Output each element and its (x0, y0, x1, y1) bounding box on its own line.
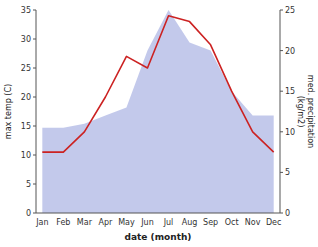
plot-area (42, 10, 273, 213)
precip-area (42, 10, 273, 213)
y-tick-label: 25 (21, 64, 31, 73)
x-tick-label: Jun (140, 218, 154, 227)
y-tick (33, 97, 36, 98)
x-tick-label: Aug (182, 218, 198, 227)
y2-tick-label: 15 (285, 87, 295, 96)
y-axis-label: max temp (C) (4, 84, 13, 139)
y2-tick-label: 20 (285, 47, 295, 56)
y-tick (33, 126, 36, 127)
chart: 0 5 10 15 20 25 30 35 0 5 10 15 20 25 Jan Feb Mar Apr May J… (0, 0, 318, 247)
x-tick-label: Jan (35, 218, 48, 227)
y-tick (33, 213, 36, 214)
y-tick (33, 155, 36, 156)
y2-tick (280, 10, 283, 11)
y2-tick (280, 50, 283, 51)
y-tick-label: 20 (21, 93, 31, 102)
y2-tick-label: 10 (285, 128, 295, 137)
y-tick (33, 39, 36, 40)
x-tick-label: Nov (245, 218, 261, 227)
y2-axis-label-line: (kg/m2) (296, 96, 305, 128)
y2-tick (280, 91, 283, 92)
x-tick-label: Feb (56, 218, 70, 227)
y-tick-label: 10 (21, 151, 31, 160)
x-tick-label: Sep (203, 218, 218, 227)
y-tick-label: 35 (21, 6, 31, 15)
y2-axis-line (280, 10, 281, 213)
y2-tick-label: 5 (285, 168, 290, 177)
y-tick (33, 10, 36, 11)
y2-tick (280, 213, 283, 214)
x-tick-label: Dec (266, 218, 281, 227)
y-tick (33, 184, 36, 185)
x-tick-label: Jul (163, 218, 174, 227)
x-axis-label: date (month) (125, 232, 192, 242)
y2-axis-label: med. precipitation(kg/m2) (296, 75, 315, 148)
y2-tick (280, 172, 283, 173)
x-tick-label: May (118, 218, 135, 227)
y-tick-label: 5 (26, 180, 31, 189)
y-axis-line (36, 10, 37, 213)
x-axis-line (36, 213, 280, 214)
y2-axis-label-line: med. precipitation (306, 75, 315, 148)
x-tick-label: Mar (77, 218, 93, 227)
y-tick-label: 15 (21, 122, 31, 131)
y-tick-label: 0 (26, 209, 31, 218)
x-tick-label: Apr (98, 218, 113, 227)
y2-tick-label: 0 (285, 209, 290, 218)
y2-tick (280, 131, 283, 132)
temp-line (42, 16, 273, 152)
y-tick (33, 68, 36, 69)
y2-tick-label: 25 (285, 6, 295, 15)
x-tick-label: Oct (225, 218, 239, 227)
y-tick-label: 30 (21, 35, 31, 44)
